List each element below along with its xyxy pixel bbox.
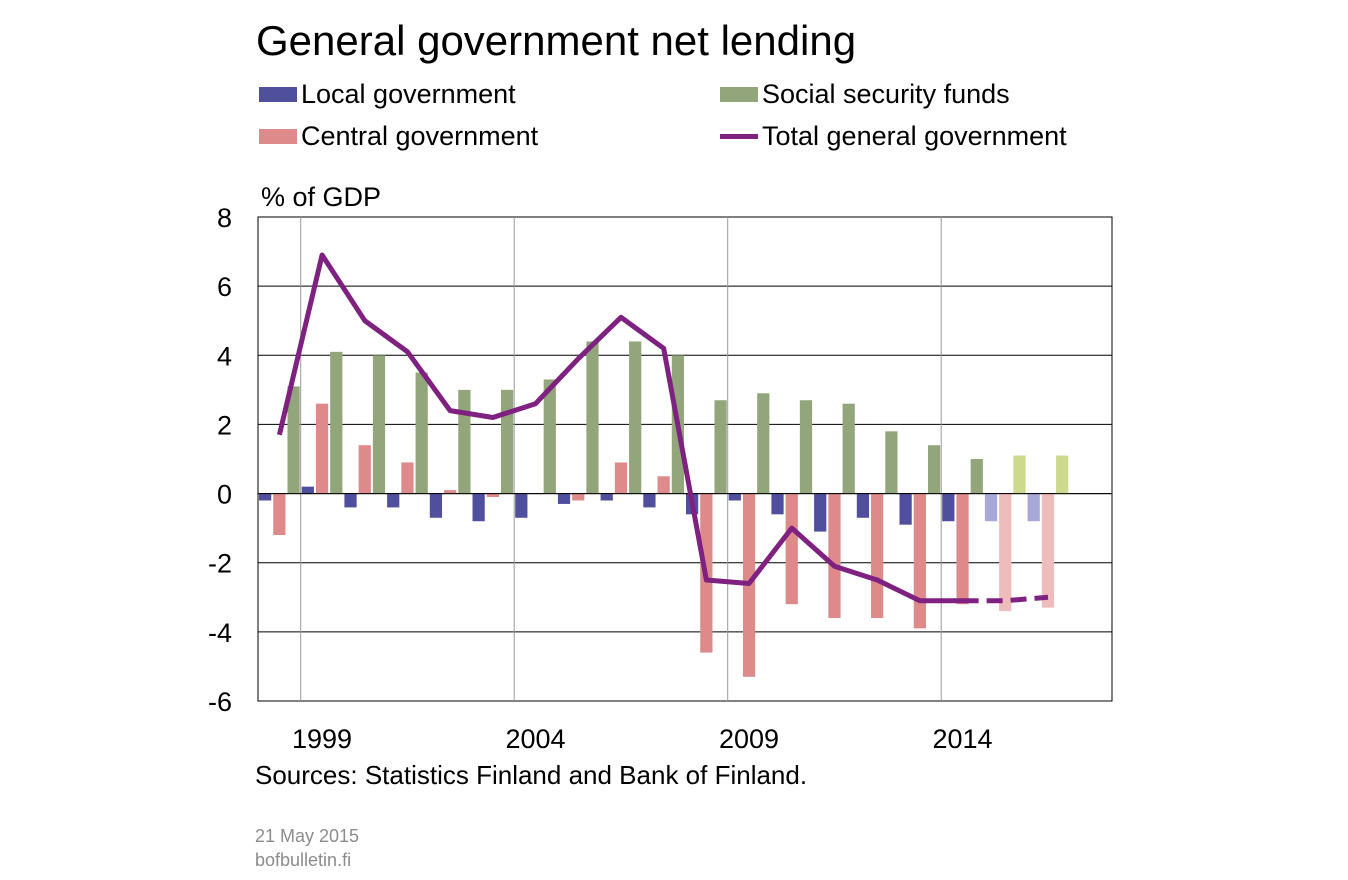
bar-central-government bbox=[401, 462, 414, 494]
y-tick-label: -2 bbox=[208, 549, 232, 579]
bar-social-security-funds bbox=[500, 389, 514, 494]
bar-local-government bbox=[1027, 493, 1040, 522]
bar-central-government bbox=[1041, 493, 1055, 608]
y-tick-label: 8 bbox=[217, 203, 232, 233]
legend-label-total-general-government: Total general government bbox=[762, 121, 1067, 151]
bar-social-security-funds bbox=[927, 445, 941, 494]
bar-local-government bbox=[771, 493, 784, 515]
legend-label-central-government: Central government bbox=[301, 121, 539, 151]
bar-social-security-funds bbox=[330, 351, 343, 494]
bar-local-government bbox=[472, 493, 485, 522]
bar-social-security-funds bbox=[970, 459, 983, 494]
bar-local-government bbox=[557, 493, 571, 504]
y-tick-label: 6 bbox=[217, 272, 232, 302]
bar-central-government bbox=[999, 493, 1012, 612]
bar-local-government bbox=[429, 493, 443, 518]
legend-swatch-total-general-government bbox=[720, 133, 758, 139]
bar-local-government bbox=[344, 493, 357, 508]
bar-central-government bbox=[444, 490, 457, 494]
bar-social-security-funds bbox=[1013, 455, 1026, 494]
line-total-general-government-forecast bbox=[962, 594, 1049, 604]
bar-local-government bbox=[856, 493, 870, 518]
bar-central-government bbox=[785, 493, 798, 605]
bar-central-government bbox=[273, 493, 286, 536]
footer-site: bofbulletin.fi bbox=[255, 850, 352, 870]
y-tick-label: 2 bbox=[217, 410, 232, 440]
legend-item-central-government: Central government bbox=[259, 120, 538, 152]
bar-local-government bbox=[643, 493, 656, 508]
bar-central-government bbox=[871, 493, 884, 619]
bar-local-government bbox=[259, 493, 272, 501]
bar-local-government bbox=[515, 493, 528, 518]
bar-local-government bbox=[387, 493, 400, 508]
legend-label-local-government: Local government bbox=[301, 79, 516, 109]
bar-central-government bbox=[828, 493, 841, 619]
bar-social-security-funds bbox=[842, 403, 855, 494]
bar-local-government bbox=[301, 486, 314, 494]
bar-local-government bbox=[600, 493, 613, 501]
legend-swatch-local-government bbox=[259, 86, 297, 102]
legend-swatch-social-security-funds bbox=[720, 86, 758, 102]
bar-central-government bbox=[956, 493, 969, 605]
bar-social-security-funds bbox=[372, 355, 386, 494]
x-tick-label: 2009 bbox=[719, 724, 779, 754]
x-tick-label: 2004 bbox=[506, 724, 566, 754]
bar-social-security-funds bbox=[543, 379, 556, 494]
bar-social-security-funds bbox=[287, 386, 300, 494]
bar-local-government bbox=[814, 493, 827, 532]
bar-central-government bbox=[614, 462, 628, 494]
bar-social-security-funds bbox=[1056, 455, 1069, 494]
y-tick-label: 0 bbox=[217, 480, 232, 510]
x-tick-label: 2014 bbox=[933, 724, 993, 754]
bar-local-government bbox=[899, 493, 912, 525]
y-tick-label: -4 bbox=[208, 618, 232, 648]
bar-social-security-funds bbox=[586, 341, 599, 494]
bar-social-security-funds bbox=[714, 400, 727, 494]
bar-social-security-funds bbox=[799, 400, 813, 494]
bar-central-government bbox=[315, 403, 329, 494]
bar-local-government bbox=[942, 493, 955, 522]
bar-central-government bbox=[572, 493, 585, 501]
bar-social-security-funds bbox=[458, 389, 471, 494]
line-total-general-government bbox=[276, 252, 963, 604]
bar-central-government bbox=[657, 476, 670, 494]
legend-item-social-security-funds: Social security funds bbox=[720, 78, 1010, 110]
legend-label-social-security-funds: Social security funds bbox=[762, 79, 1010, 109]
y-tick-label: 4 bbox=[217, 341, 232, 371]
bar-central-government bbox=[486, 493, 499, 498]
bar-local-government bbox=[984, 493, 998, 522]
bar-local-government bbox=[728, 493, 741, 501]
x-tick-label: 1999 bbox=[292, 724, 352, 754]
footer-date: 21 May 2015 bbox=[255, 826, 360, 846]
legend-swatch-central-government bbox=[259, 128, 297, 144]
bar-social-security-funds bbox=[885, 431, 898, 494]
chart-title: General government net lending bbox=[256, 17, 857, 64]
legend-item-total-general-government: Total general government bbox=[720, 120, 1067, 152]
y-axis-label: % of GDP bbox=[261, 182, 382, 212]
bar-central-government bbox=[913, 493, 926, 629]
y-tick-label: -6 bbox=[208, 687, 232, 717]
bar-social-security-funds bbox=[757, 393, 770, 494]
legend-item-local-government: Local government bbox=[259, 78, 516, 110]
source-note: Sources: Statistics Finland and Bank of … bbox=[255, 760, 808, 790]
bar-social-security-funds bbox=[415, 372, 428, 494]
bar-central-government bbox=[358, 445, 371, 494]
bar-social-security-funds bbox=[629, 341, 642, 494]
